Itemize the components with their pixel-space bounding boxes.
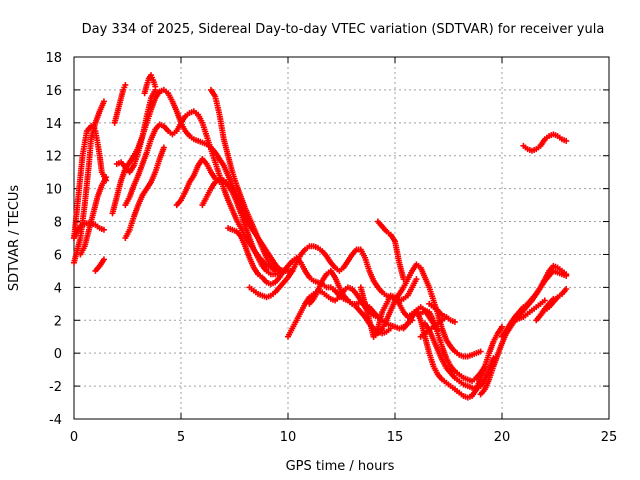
series-track-8 xyxy=(113,86,159,176)
y-tick-label: 14 xyxy=(45,117,62,132)
chart-title: Day 334 of 2025, Sidereal Day-to-day VTE… xyxy=(82,22,605,37)
y-tick-label: 18 xyxy=(45,51,62,66)
data-point xyxy=(103,174,110,181)
data-point xyxy=(477,348,484,355)
series-track-31 xyxy=(541,286,570,314)
data-point xyxy=(434,327,441,334)
series-track-14 xyxy=(207,86,287,274)
y-tick-label: 0 xyxy=(54,347,62,362)
x-tick-label: 10 xyxy=(280,430,297,445)
data-point xyxy=(122,81,129,88)
series-track-26 xyxy=(400,304,441,334)
data-point xyxy=(100,98,107,105)
series-track-29 xyxy=(507,297,548,327)
y-tick-label: 12 xyxy=(45,150,62,165)
series-track-16 xyxy=(246,243,420,304)
data-point xyxy=(225,180,232,187)
data-marks xyxy=(71,72,570,401)
series-track-32 xyxy=(520,131,570,154)
data-point xyxy=(481,363,488,370)
y-tick-label: 4 xyxy=(54,281,62,296)
series-track-20 xyxy=(374,218,407,283)
y-tick-label: 16 xyxy=(45,84,62,99)
x-axis-label: GPS time / hours xyxy=(286,459,395,474)
series-track-28 xyxy=(499,267,570,340)
x-tick-label: 5 xyxy=(177,430,185,445)
x-tick-label: 15 xyxy=(387,430,404,445)
data-point xyxy=(160,144,167,151)
series-track-13 xyxy=(199,175,232,209)
series-track-4 xyxy=(77,174,110,258)
y-tick-label: -4 xyxy=(49,413,62,428)
data-point xyxy=(563,137,570,144)
x-tick-label: 20 xyxy=(494,430,511,445)
x-tick-label: 0 xyxy=(70,430,78,445)
series-track-10 xyxy=(141,72,159,97)
y-tick-label: -2 xyxy=(49,380,62,395)
data-point xyxy=(451,318,458,325)
series-track-3 xyxy=(71,220,107,241)
data-point xyxy=(152,83,159,90)
data-point xyxy=(563,286,570,293)
data-point xyxy=(563,272,570,279)
data-point xyxy=(443,313,450,320)
data-point xyxy=(387,325,394,332)
series-track-9 xyxy=(111,81,129,126)
data-point xyxy=(100,226,107,233)
y-tick-label: 10 xyxy=(45,183,62,198)
series-track-1 xyxy=(71,98,107,266)
data-point xyxy=(541,297,548,304)
plot-frame xyxy=(73,56,610,420)
series-track-18 xyxy=(306,267,394,337)
data-point xyxy=(499,323,505,330)
series-track-11 xyxy=(122,144,167,241)
series-track-27 xyxy=(477,262,570,398)
data-point xyxy=(100,256,107,263)
axis-ticks: 0 5 10 15 20 25 -4 -2 0 2 4 6 8 10 12 14 16 18 xyxy=(45,51,617,445)
series-track-5 xyxy=(92,256,107,274)
grid xyxy=(74,57,609,419)
data-point xyxy=(413,276,420,283)
y-tick-label: 8 xyxy=(54,216,62,231)
series-track-23 xyxy=(421,320,497,393)
y-axis-label: SDTVAR / TECUs xyxy=(7,185,22,292)
y-tick-label: 6 xyxy=(54,248,62,263)
x-tick-label: 25 xyxy=(601,430,618,445)
y-tick-label: 2 xyxy=(54,314,62,329)
